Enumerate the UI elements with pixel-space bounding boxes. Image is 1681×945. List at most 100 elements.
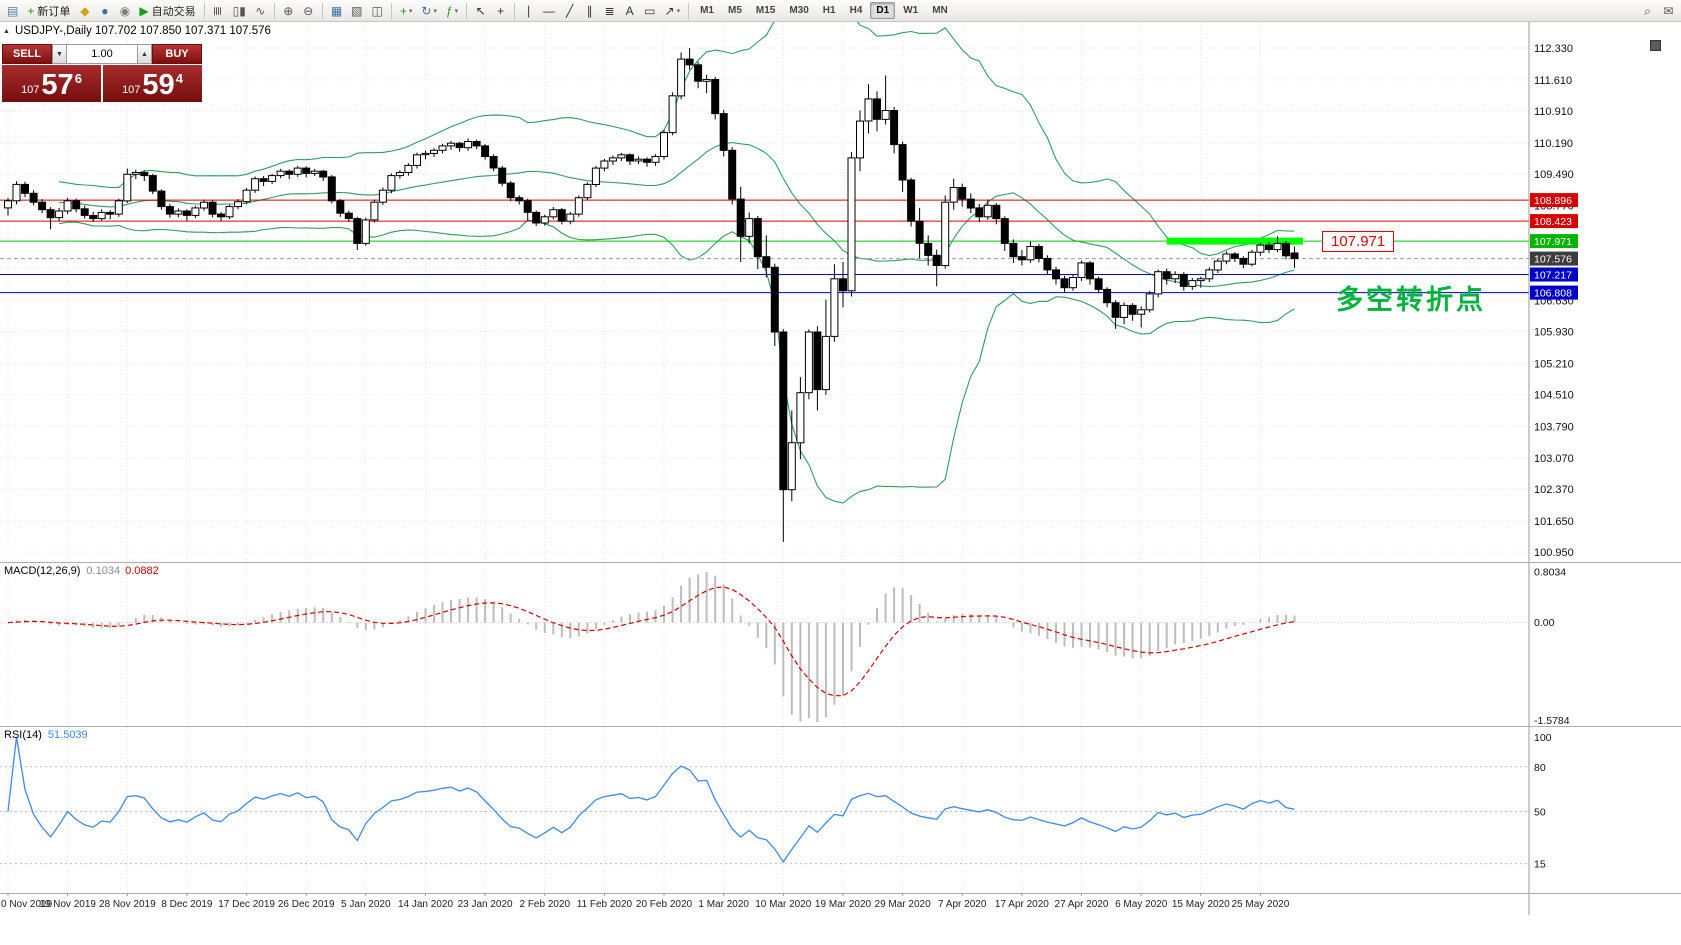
candle bbox=[856, 110, 864, 172]
auto-trading-label: 自动交易 bbox=[151, 5, 196, 18]
timeframe-h1-button[interactable]: H1 bbox=[817, 2, 842, 19]
sell-button[interactable]: SELL bbox=[2, 44, 52, 64]
price-badge: 107.217 bbox=[1530, 267, 1578, 282]
auto-trading-icon: ▶ bbox=[139, 3, 149, 18]
timeframe-h4-button[interactable]: H4 bbox=[844, 2, 869, 19]
sell-price-prefix: 107 bbox=[21, 84, 40, 96]
candlestick-chart-icon: ▯▮ bbox=[232, 3, 246, 18]
candle bbox=[89, 211, 98, 223]
cursor-button[interactable]: ↖ bbox=[471, 1, 490, 20]
vertical-line-button[interactable]: ∣ bbox=[519, 1, 538, 20]
buy-price-button[interactable]: 107 59 4 bbox=[103, 65, 202, 102]
equidistant-channel-button[interactable]: ∥ bbox=[580, 1, 599, 20]
price-tick-label: 100.950 bbox=[1534, 547, 1574, 559]
timeframe-m1-button[interactable]: M1 bbox=[694, 2, 720, 19]
candlestick-chart-button[interactable]: ▯▮ bbox=[229, 1, 250, 20]
macd-tick-label: -1.5784 bbox=[1534, 715, 1570, 726]
candle bbox=[745, 212, 754, 244]
rsi-label: RSI(14) bbox=[4, 729, 42, 741]
zoom-in-button[interactable]: ⊕ bbox=[279, 1, 298, 20]
text-label-button[interactable]: ▭ bbox=[640, 1, 659, 20]
candle bbox=[413, 152, 421, 169]
text-button[interactable]: A bbox=[620, 1, 639, 20]
timeframe-m30-button[interactable]: M30 bbox=[783, 2, 814, 19]
cascade-windows-button[interactable]: ◫ bbox=[368, 1, 387, 20]
auto-arrange-button[interactable]: ▧ bbox=[347, 1, 366, 20]
chart-window-button[interactable]: ▤ bbox=[3, 1, 22, 20]
profiles-cycle-button[interactable]: ↻ ▾ bbox=[417, 1, 441, 20]
bar-chart-button[interactable]: ≣ bbox=[209, 1, 228, 20]
zoom-out-button[interactable]: ⊖ bbox=[299, 1, 318, 20]
crosshair-button[interactable]: + bbox=[491, 1, 510, 20]
candle bbox=[1094, 276, 1103, 294]
candle bbox=[1196, 276, 1205, 288]
candle bbox=[975, 203, 984, 223]
sell-price-button[interactable]: 107 57 6 bbox=[2, 65, 101, 102]
rsi-tick-label: 100 bbox=[1534, 732, 1552, 744]
candle bbox=[268, 173, 277, 184]
candle bbox=[140, 170, 149, 181]
candle bbox=[200, 199, 208, 211]
buy-price-main: 59 bbox=[142, 69, 175, 102]
timeframe-mn-button[interactable]: MN bbox=[926, 2, 954, 19]
profiles-icon: ◆ bbox=[80, 3, 90, 18]
chart-corner-button[interactable] bbox=[1650, 40, 1661, 51]
candle bbox=[719, 110, 728, 157]
search-icon: ⌕ bbox=[1644, 3, 1651, 18]
svg-text:107.217: 107.217 bbox=[1534, 269, 1572, 281]
market-watch-button[interactable]: ● bbox=[95, 1, 114, 20]
tile-windows-icon: ▦ bbox=[330, 3, 343, 18]
horizontal-line-button[interactable]: — bbox=[539, 1, 559, 20]
new-order-button[interactable]: + 新订单 bbox=[23, 1, 74, 20]
volume-decrease-button[interactable]: ▼ bbox=[52, 44, 67, 64]
rsi-tick-label: 80 bbox=[1534, 762, 1546, 774]
profiles-button[interactable]: ◆ bbox=[75, 1, 94, 20]
candle bbox=[1086, 261, 1094, 285]
tile-windows-button[interactable]: ▦ bbox=[327, 1, 346, 20]
indicators-button[interactable]: ƒ ▾ bbox=[442, 1, 462, 20]
arrows-button[interactable]: ↗ ▾ bbox=[661, 1, 685, 20]
auto-trading-button[interactable]: ▶ 自动交易 bbox=[135, 1, 199, 20]
new-chart-button[interactable]: + ▾ bbox=[396, 1, 417, 20]
arrows-dropdown-icon: ▾ bbox=[676, 7, 681, 15]
trendline-button[interactable]: ╱ bbox=[560, 1, 579, 20]
candle bbox=[574, 195, 583, 217]
candle bbox=[821, 299, 830, 395]
main-chart-canvas[interactable]: 112.330111.610110.910110.190109.490108.7… bbox=[0, 22, 1681, 562]
chat-button[interactable]: ✉ bbox=[1659, 1, 1678, 20]
date-label: 17 Apr 2020 bbox=[995, 899, 1049, 910]
text-icon: A bbox=[625, 3, 634, 18]
timeframe-m5-button[interactable]: M5 bbox=[722, 2, 748, 19]
volume-input[interactable] bbox=[67, 44, 137, 64]
candle bbox=[29, 190, 38, 206]
candle bbox=[46, 207, 55, 230]
svg-text:107.971: 107.971 bbox=[1534, 236, 1572, 248]
price-badge: 108.423 bbox=[1530, 214, 1578, 229]
candle bbox=[242, 188, 251, 204]
candle bbox=[225, 204, 234, 219]
vertical-gridlines bbox=[7, 727, 1261, 893]
timeframe-m15-button[interactable]: M15 bbox=[750, 2, 781, 19]
line-chart-button[interactable]: ∿ bbox=[251, 1, 270, 20]
date-label: 6 May 2020 bbox=[1115, 899, 1168, 910]
timeframe-w1-button[interactable]: W1 bbox=[897, 2, 924, 19]
macd-panel-canvas[interactable]: 0.8034 0.00 -1.5784 bbox=[0, 562, 1681, 726]
fibonacci-button[interactable]: ≣ bbox=[600, 1, 619, 20]
candle bbox=[830, 264, 839, 342]
rsi-panel-canvas[interactable]: 100 80 50 15 bbox=[0, 726, 1681, 893]
search-button[interactable]: ⌕ bbox=[1638, 1, 1657, 20]
candle bbox=[114, 198, 123, 217]
candle bbox=[336, 199, 345, 217]
candle bbox=[1120, 302, 1129, 324]
candle bbox=[387, 173, 396, 194]
buy-button[interactable]: BUY bbox=[152, 44, 202, 64]
timeframe-d1-button[interactable]: D1 bbox=[870, 2, 896, 19]
candle bbox=[1273, 236, 1282, 253]
candle bbox=[430, 148, 438, 157]
candle bbox=[983, 199, 992, 220]
volume-increase-button[interactable]: ▲ bbox=[137, 44, 152, 64]
history-center-button[interactable]: ◉ bbox=[115, 1, 134, 20]
candle bbox=[626, 153, 634, 165]
